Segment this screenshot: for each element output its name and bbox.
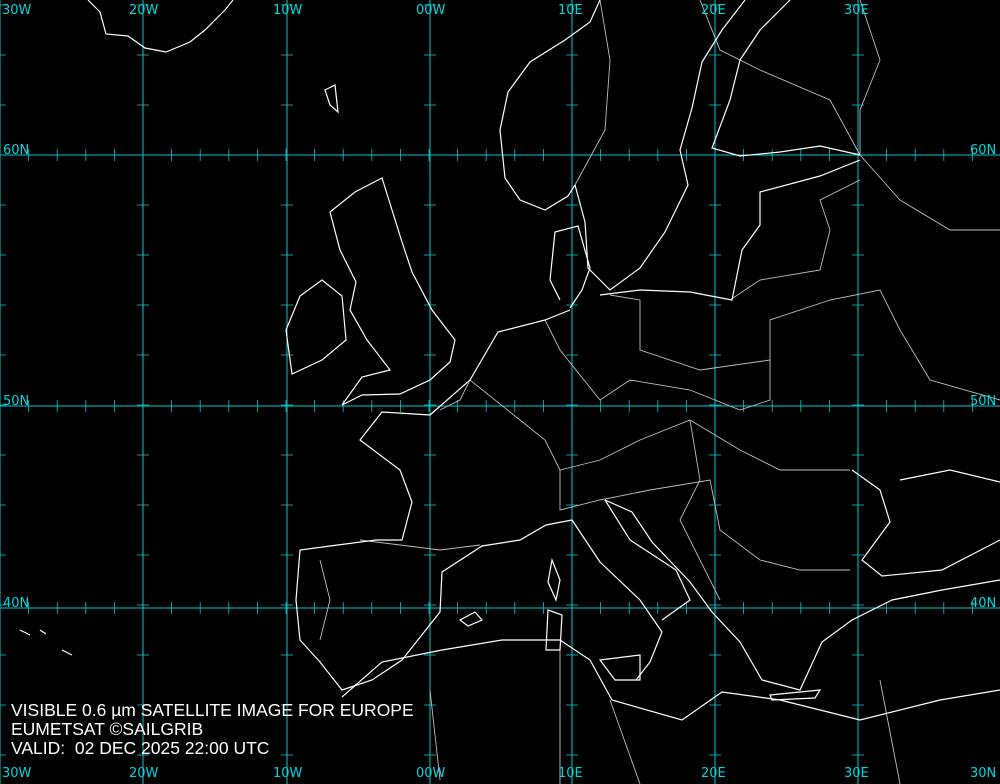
border-line <box>319 559 331 641</box>
coast-corsica <box>547 557 561 602</box>
latitude-label-left: 60N <box>3 143 30 158</box>
longitude-label-top: 30E <box>844 3 869 18</box>
border-line <box>469 379 850 471</box>
longitude-label-top: 10W <box>273 3 303 18</box>
longitude-label-bottom: 20W <box>129 766 159 781</box>
coast-balearics <box>458 611 483 627</box>
longitude-label-top: 00W <box>416 3 446 18</box>
coast-ireland <box>285 279 347 375</box>
coast-north-africa <box>341 639 1000 721</box>
coast-italy <box>571 499 691 681</box>
coast-azores <box>19 629 73 656</box>
coast-faroe <box>324 84 339 114</box>
longitude-label-bottom: 10W <box>273 766 303 781</box>
border-line <box>729 179 861 301</box>
longitude-label-bottom: 00W <box>416 766 446 781</box>
longitude-label-bottom: 10E <box>558 766 583 781</box>
coast-sardinia <box>545 609 563 651</box>
border-line <box>559 470 850 571</box>
coast-sweden <box>574 0 746 291</box>
border-line <box>359 539 481 551</box>
latitude-label-left: 40N <box>3 596 30 611</box>
border-line <box>699 0 861 156</box>
border-line <box>439 379 471 411</box>
product-title: VISIBLE 0.6 µm SATELLITE IMAGE FOR EUROP… <box>11 700 414 720</box>
coast-sicily <box>598 654 641 681</box>
coast-finland <box>711 0 861 157</box>
coast-continent-north <box>429 159 861 416</box>
coast-denmark <box>549 225 591 309</box>
latitude-label-right: 40N <box>970 596 997 611</box>
longitude-label-bottom: 30W <box>2 766 32 781</box>
latitude-label-right: 30N <box>970 766 997 781</box>
longitude-label-top: 10E <box>558 3 583 18</box>
border-line <box>544 289 1000 411</box>
latitude-label-left: 50N <box>3 394 30 409</box>
coast-france-iberia <box>295 411 573 691</box>
longitude-label-top: 20E <box>701 3 726 18</box>
latitude-label-right: 60N <box>970 143 997 158</box>
borders <box>319 0 1000 784</box>
coast-norway <box>499 0 601 211</box>
coast-balkans-greece <box>604 499 1000 691</box>
border-line <box>429 650 901 784</box>
coastlines <box>19 0 1000 721</box>
coast-iceland <box>87 0 234 53</box>
border-line <box>609 294 771 371</box>
border-line <box>859 0 1000 231</box>
coast-black-sea <box>851 469 1000 577</box>
coast-britain <box>329 177 456 406</box>
valid-time: VALID: 02 DEC 2025 22:00 UTC <box>11 738 270 758</box>
border-line <box>574 0 611 186</box>
credit-line: EUMETSAT ©SAILGRIB <box>11 719 204 739</box>
border-line <box>679 419 721 601</box>
longitude-label-bottom: 20E <box>701 766 726 781</box>
image-caption: VISIBLE 0.6 µm SATELLITE IMAGE FOR EUROP… <box>11 701 414 758</box>
coast-crete <box>769 689 822 701</box>
longitude-label-bottom: 30E <box>844 766 869 781</box>
latitude-label-right: 50N <box>970 394 997 409</box>
longitude-label-top: 20W <box>129 3 159 18</box>
longitude-label-top: 30W <box>2 3 32 18</box>
